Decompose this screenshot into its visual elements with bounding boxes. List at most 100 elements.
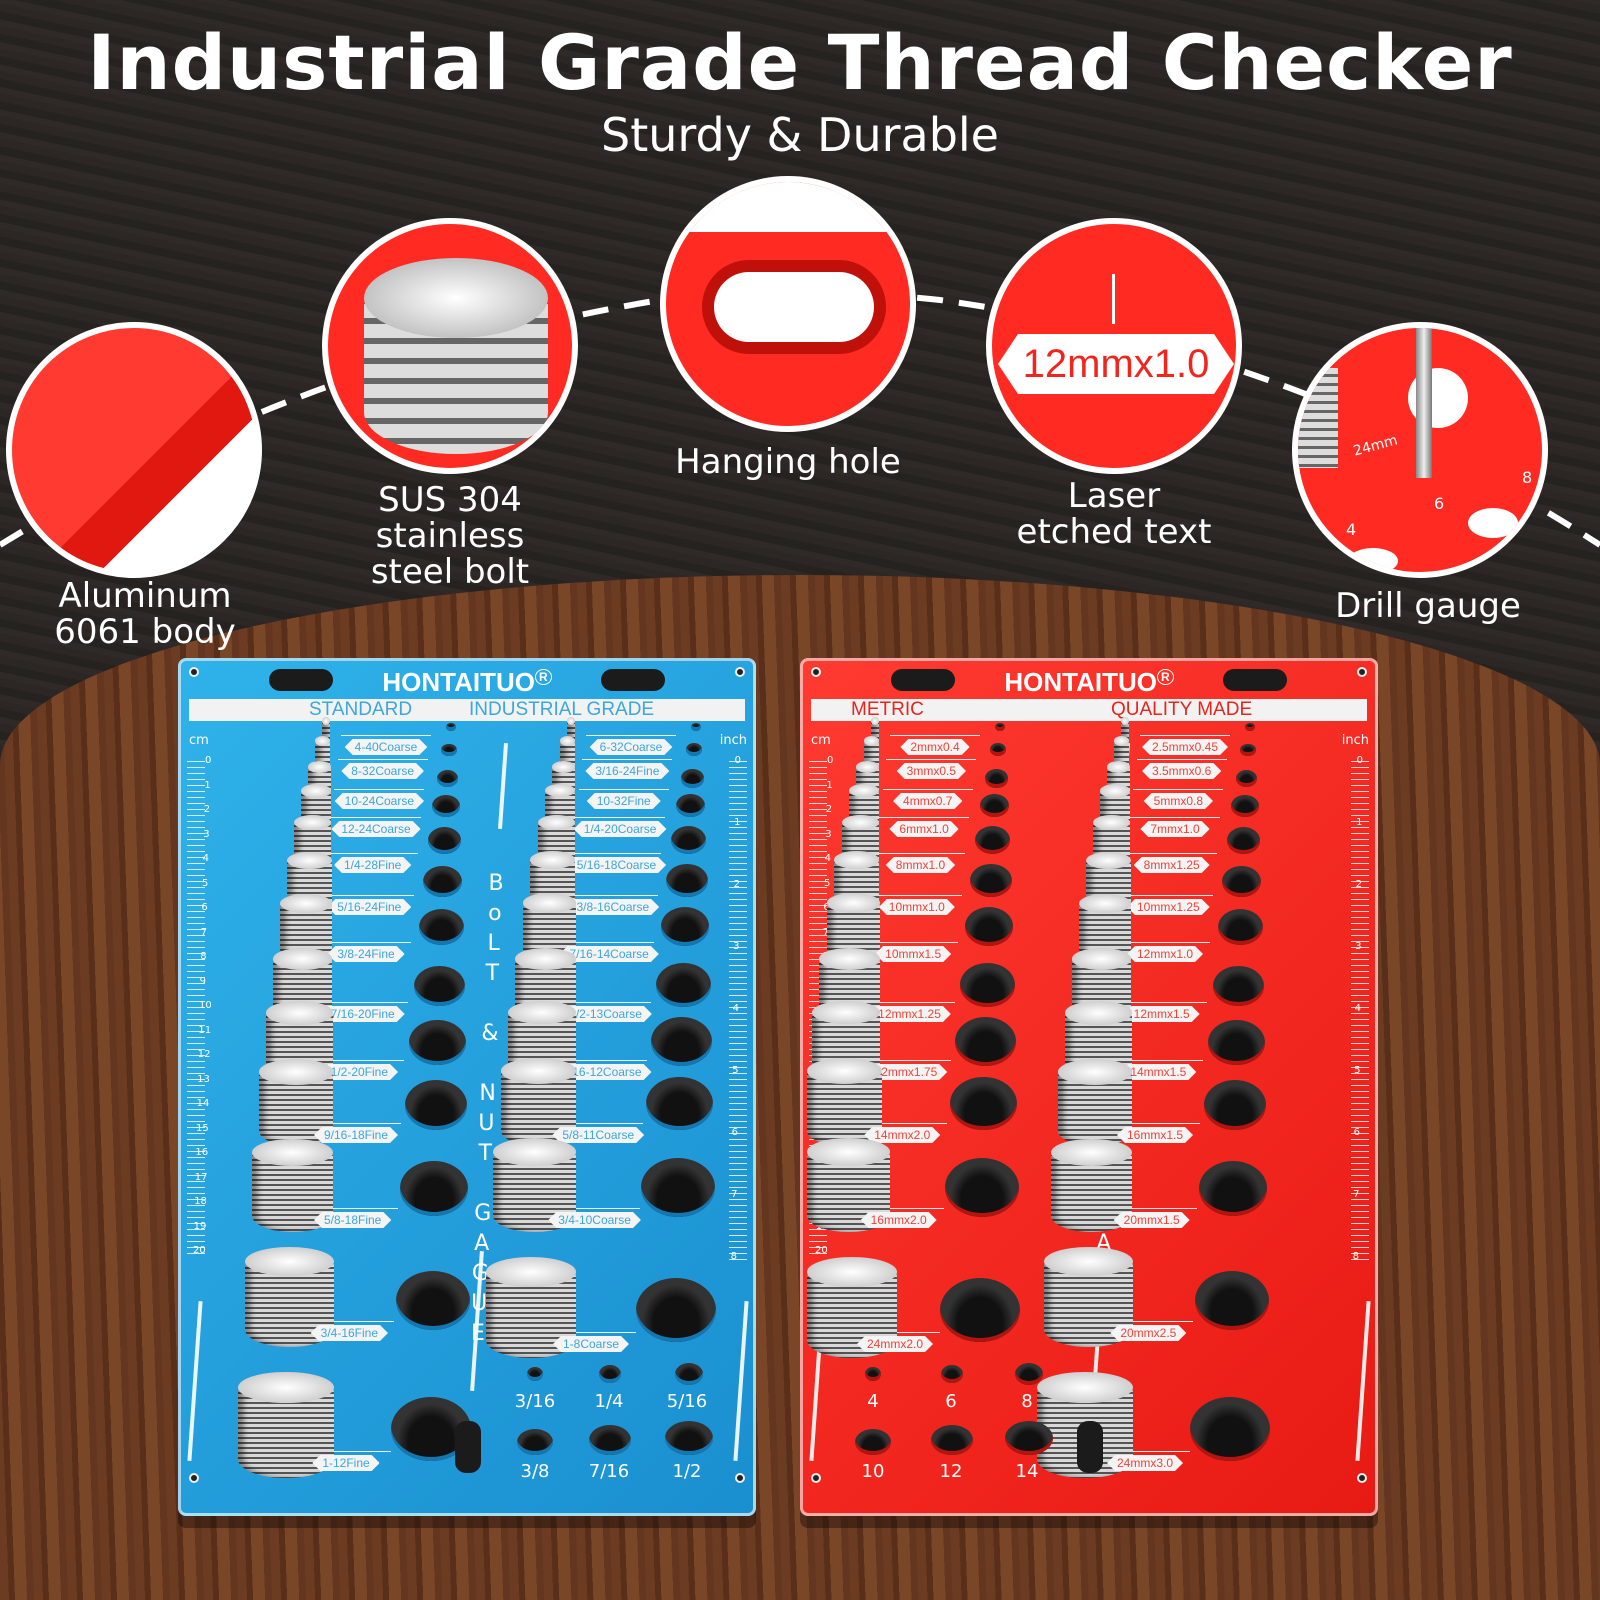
drill-hole[interactable] (865, 1367, 881, 1381)
mount-hole (1357, 1473, 1367, 1483)
threaded-nut-hole[interactable] (446, 723, 456, 731)
band-right-text: QUALITY MADE (1111, 699, 1253, 720)
thread-bolt[interactable] (322, 717, 330, 745)
gauge-tick-line (334, 789, 425, 790)
thread-size-label: 14mmx2.0 (864, 1127, 940, 1143)
drill-hole[interactable] (931, 1425, 973, 1455)
blue-thread-gauge-board: HONTAITUO R STANDARD INDUSTRIAL GRADE cm inch… (178, 658, 756, 1516)
drill-hole[interactable] (855, 1429, 891, 1455)
threaded-nut-hole[interactable] (1231, 794, 1259, 817)
drill-size-label: 8 (1021, 1391, 1033, 1412)
ruler-inch-number: 5 (1354, 1065, 1361, 1076)
threaded-nut-hole[interactable] (940, 1278, 1020, 1342)
gauge-tick-line (868, 942, 959, 943)
threaded-nut-hole[interactable] (995, 723, 1005, 731)
threaded-nut-hole[interactable] (413, 965, 465, 1007)
threaded-nut-hole[interactable] (1235, 770, 1258, 788)
vertical-title-letter: B (488, 871, 504, 896)
ruler-cm-number: 6 (823, 902, 829, 913)
threaded-nut-hole[interactable] (990, 743, 1007, 757)
threaded-nut-hole[interactable] (1190, 1397, 1270, 1461)
drill-hole[interactable] (527, 1367, 543, 1381)
gauge-tick-line (314, 1060, 405, 1061)
gauge-tick-line (564, 942, 655, 943)
threaded-nut-hole[interactable] (656, 963, 711, 1007)
ruler-cm-number: 3 (825, 828, 832, 840)
threaded-nut-hole[interactable] (960, 963, 1015, 1007)
feature-label: Hanging hole (675, 442, 901, 482)
thread-size-label: 2.5mmx0.45 (1142, 739, 1228, 755)
threaded-nut-hole[interactable] (676, 793, 706, 817)
threaded-nut-hole[interactable] (409, 1020, 466, 1066)
threaded-nut-hole[interactable] (423, 865, 463, 897)
threaded-nut-hole[interactable] (641, 1157, 715, 1217)
drill-hole[interactable] (1005, 1421, 1053, 1455)
threaded-nut-hole[interactable] (945, 1157, 1019, 1217)
threaded-nut-hole[interactable] (436, 770, 459, 788)
threaded-nut-hole[interactable] (975, 825, 1011, 855)
threaded-nut-hole[interactable] (1199, 1161, 1268, 1216)
gauge-tick-line (860, 1060, 951, 1061)
threaded-nut-hole[interactable] (666, 863, 708, 898)
threaded-nut-hole[interactable] (1245, 723, 1255, 731)
threaded-nut-hole[interactable] (681, 769, 704, 788)
drill-hole[interactable] (589, 1425, 631, 1455)
drill-hole[interactable] (675, 1363, 703, 1385)
thread-bolt[interactable] (1058, 1059, 1132, 1146)
thread-bolt[interactable] (567, 717, 575, 745)
vertical-title-letter: N (479, 1081, 496, 1106)
threaded-nut-hole[interactable] (1203, 1079, 1267, 1130)
drill-size-label: 12 (939, 1461, 963, 1482)
thread-size-label: 20mmx2.5 (1110, 1325, 1186, 1341)
threaded-nut-hole[interactable] (671, 825, 707, 855)
threaded-nut-hole[interactable] (646, 1076, 714, 1131)
threaded-nut-hole[interactable] (691, 723, 701, 731)
threaded-nut-hole[interactable] (985, 769, 1008, 788)
thread-size-label: 12mmx1.0 (1127, 946, 1203, 962)
threaded-nut-hole[interactable] (686, 743, 703, 757)
threaded-nut-hole[interactable] (418, 909, 464, 945)
thread-size-label: 5mmx0.8 (1144, 793, 1213, 809)
registered-mark-icon: R (1156, 669, 1174, 686)
threaded-nut-hole[interactable] (1208, 1020, 1265, 1066)
threaded-nut-hole[interactable] (1217, 909, 1263, 945)
threaded-nut-hole[interactable] (955, 1017, 1016, 1067)
unit-inch: inch (1341, 733, 1369, 748)
thread-size-label: 20mmx1.5 (1114, 1212, 1190, 1228)
threaded-nut-hole[interactable] (441, 743, 458, 757)
threaded-nut-hole[interactable] (1212, 965, 1264, 1007)
threaded-nut-hole[interactable] (970, 863, 1012, 898)
threaded-nut-hole[interactable] (1194, 1270, 1269, 1330)
threaded-nut-hole[interactable] (404, 1079, 468, 1130)
threaded-nut-hole[interactable] (427, 827, 461, 854)
thread-bolt[interactable] (1051, 1139, 1133, 1233)
threaded-nut-hole[interactable] (400, 1161, 469, 1216)
threaded-nut-hole[interactable] (980, 793, 1010, 817)
threaded-nut-hole[interactable] (1222, 865, 1262, 897)
drill-hole[interactable] (517, 1429, 553, 1455)
ruler-cm-number: 3 (203, 828, 210, 840)
threaded-nut-hole[interactable] (950, 1076, 1018, 1131)
ruler-cm-number: 12 (197, 1049, 211, 1060)
drill-hole[interactable] (599, 1365, 621, 1383)
threaded-nut-hole[interactable] (661, 907, 710, 946)
threaded-nut-hole[interactable] (1226, 827, 1260, 854)
threaded-nut-hole[interactable] (1240, 743, 1257, 757)
mount-hole (189, 1473, 199, 1483)
threaded-nut-hole[interactable] (965, 907, 1014, 946)
drill-hole[interactable] (1015, 1363, 1043, 1385)
threaded-nut-hole[interactable] (395, 1270, 470, 1330)
gauge-tick-line (1103, 1321, 1194, 1322)
ruler-inch-number: 0 (1356, 755, 1363, 766)
threaded-nut-hole[interactable] (651, 1017, 712, 1067)
threaded-nut-hole[interactable] (636, 1278, 716, 1342)
drill-hole[interactable] (941, 1365, 963, 1383)
thread-bolt[interactable] (1121, 717, 1129, 745)
cm-ruler (187, 761, 205, 1256)
ruler-cm-number: 16 (195, 1147, 209, 1158)
threaded-nut-hole[interactable] (432, 794, 460, 817)
thread-size-label: 24mmx2.0 (857, 1336, 933, 1352)
thread-bolt[interactable] (871, 717, 879, 745)
drill-hole[interactable] (665, 1421, 713, 1455)
thread-bolt[interactable] (245, 1246, 334, 1347)
